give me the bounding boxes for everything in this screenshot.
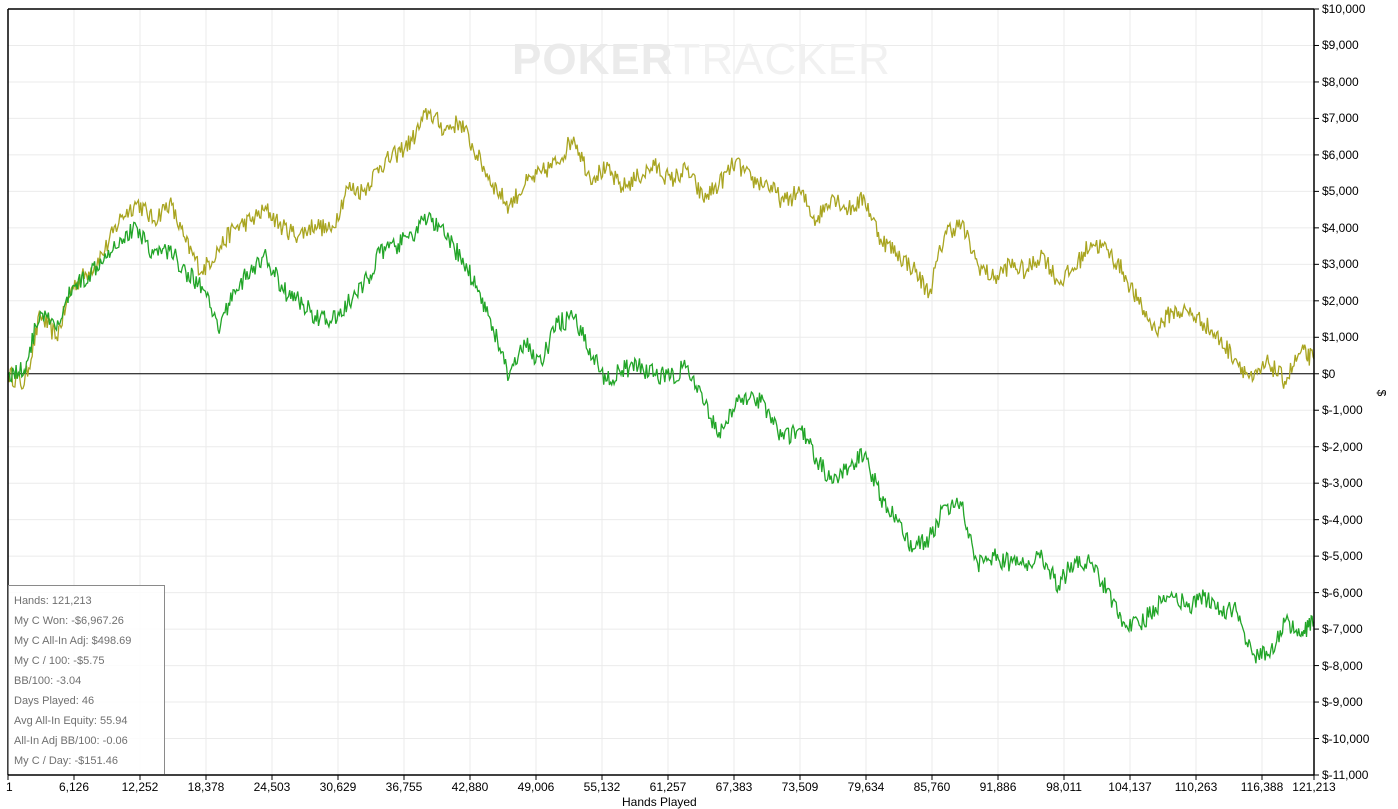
stat-hands: Hands: 121,213: [14, 595, 92, 607]
x-tick-label: 67,383: [715, 780, 753, 794]
x-tick-label: 30,629: [319, 780, 357, 794]
stat-equity: Avg All-In Equity: 55.94: [14, 715, 128, 727]
y-tick-label: $8,000: [1322, 74, 1359, 89]
y-tick-label: $-7,000: [1322, 622, 1363, 637]
x-tick-label: 6,126: [58, 780, 89, 794]
x-tick-label: 1: [6, 780, 13, 794]
x-tick-label: 61,257: [649, 780, 687, 794]
pokertracker-watermark: POKERTRACKER: [512, 38, 891, 82]
y-tick-label: $1,000: [1322, 330, 1359, 345]
stat-days: Days Played: 46: [14, 695, 95, 707]
won-line: [7, 211, 1315, 664]
stat-bb100: BB/100: -3.04: [14, 675, 82, 687]
x-tick-label: 55,132: [583, 780, 621, 794]
y-tick-label: $-3,000: [1322, 476, 1363, 491]
x-tick-label: 18,378: [187, 780, 225, 794]
y-tick-label: $2,000: [1322, 293, 1359, 308]
x-axis-label: Hands Played: [622, 795, 697, 809]
y-tick-label: $4,000: [1322, 220, 1359, 235]
y-tick-label: $10,000: [1322, 2, 1366, 16]
y-tick-label: $7,000: [1322, 111, 1359, 126]
x-tick-label: 36,755: [385, 780, 423, 794]
y-tick-label: $3,000: [1322, 257, 1359, 272]
x-tick-label: 85,760: [913, 780, 951, 794]
x-tick-label: 24,503: [253, 780, 291, 794]
x-tick-label: 121,213: [1292, 780, 1336, 794]
gridlines: [7, 8, 1315, 776]
y-tick-label: $-4,000: [1322, 512, 1363, 527]
x-tick-label: 116,388: [1240, 780, 1284, 794]
watermark-light: TRACKER: [673, 35, 891, 84]
y-tick-label: $-2,000: [1322, 439, 1363, 454]
stat-per100: My C / 100: -$5.75: [14, 655, 105, 667]
stat-adj-bb100: All-In Adj BB/100: -0.06: [14, 735, 128, 747]
x-tick-label: 98,011: [1046, 780, 1082, 794]
x-tick-label: 49,006: [517, 780, 555, 794]
axes: [7, 8, 1319, 780]
x-tick-label: 42,880: [451, 780, 489, 794]
y-tick-label: $-6,000: [1322, 585, 1363, 600]
x-tick-label: 104,137: [1108, 780, 1152, 794]
y-tick-label: $-9,000: [1322, 695, 1363, 710]
stat-won: My C Won: -$6,967.26: [14, 615, 124, 627]
y-tick-label: $-10,000: [1322, 731, 1370, 746]
stat-per-day: My C / Day: -$151.46: [14, 755, 118, 767]
x-tick-label: 79,634: [847, 780, 885, 794]
x-tick-label: 73,509: [781, 780, 819, 794]
y-tick-label: $-8,000: [1322, 658, 1363, 673]
x-tick-label: 91,886: [979, 780, 1017, 794]
y-tick-label: $5,000: [1322, 184, 1359, 199]
stat-allin-adj: My C All-In Adj: $498.69: [14, 635, 132, 647]
y-axis-label: $: [1374, 389, 1389, 397]
y-tick-label: $9,000: [1322, 38, 1359, 53]
stats-box: Hands: 121,213 My C Won: -$6,967.26 My C…: [8, 585, 165, 774]
y-tick-label: $-11,000: [1322, 768, 1369, 782]
watermark-bold: POKER: [512, 35, 674, 84]
x-tick-label: 110,263: [1174, 780, 1218, 794]
y-tick-label: $6,000: [1322, 147, 1359, 162]
y-tick-label: $-5,000: [1322, 549, 1363, 564]
y-tick-label: $0: [1322, 366, 1336, 381]
y-tick-label: $-1,000: [1322, 403, 1363, 418]
allin-adj-line: [7, 108, 1315, 390]
x-tick-label: 12,252: [121, 780, 159, 794]
